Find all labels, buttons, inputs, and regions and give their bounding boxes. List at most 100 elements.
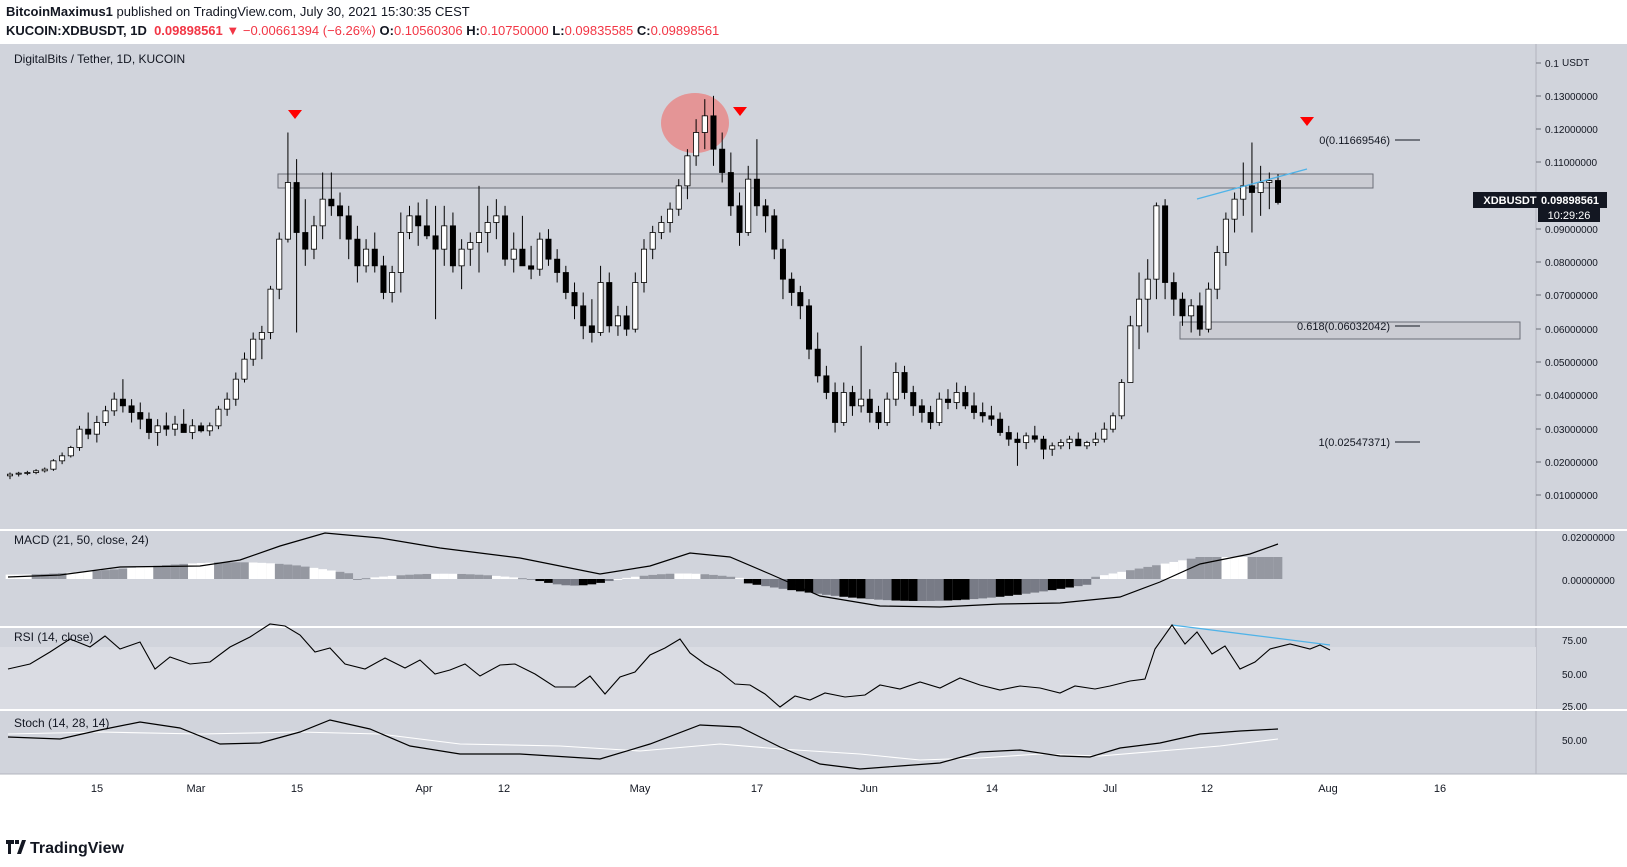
macd-bar [969, 579, 979, 600]
candle-body [997, 418, 1004, 433]
candle-body [944, 398, 951, 403]
time-axis-label: 15 [91, 783, 103, 795]
candle-body [823, 375, 830, 393]
candle-body [693, 132, 700, 157]
candle-body [667, 208, 674, 223]
macd-bar [604, 579, 614, 582]
candle-body [432, 235, 439, 250]
macd-bar [396, 575, 406, 579]
macd-tick-high: 0.02000000 [1562, 533, 1615, 544]
macd-bar [1134, 568, 1144, 579]
time-axis-label: Mar [187, 783, 206, 795]
macd-bar [908, 579, 918, 601]
candle-body [971, 405, 978, 413]
candle-body [363, 248, 370, 267]
rsi-line[interactable] [7, 623, 1331, 708]
candle-body [172, 423, 179, 430]
support-zone[interactable] [1179, 321, 1521, 340]
macd-bar [1039, 579, 1048, 592]
candle-body [76, 428, 83, 448]
macd-bar [170, 564, 180, 579]
arrow-down-icon[interactable] [288, 110, 302, 119]
candle-body [119, 398, 126, 407]
macd-line[interactable] [7, 532, 1279, 608]
stoch-k-line[interactable] [7, 719, 1279, 770]
symbol-price-tag[interactable] [1473, 192, 1607, 208]
rsi-trendline[interactable] [1171, 624, 1331, 646]
macd-bar [222, 562, 232, 579]
resistance-zone[interactable] [277, 173, 1374, 189]
macd-bar [1160, 563, 1170, 579]
candle-body [658, 222, 665, 233]
candle-body [1153, 205, 1160, 280]
candle-body [866, 398, 873, 413]
macd-bar [509, 577, 519, 579]
candle-body [614, 315, 621, 327]
candle-body [858, 398, 865, 407]
macd-bar [109, 569, 119, 579]
macd-bar [1273, 557, 1283, 579]
candle-body [710, 115, 717, 150]
candle-body [1014, 438, 1021, 443]
candle-body [85, 428, 92, 435]
candle-body [1205, 288, 1212, 330]
candle-body [423, 225, 430, 237]
chart-title: DigitalBits / Tether, 1D, KUCOIN [14, 52, 185, 66]
candle-body [1240, 185, 1247, 200]
chart-area[interactable]: 0(0.11669546) 0.618(0.06032042) 1(0.0254… [0, 44, 1627, 834]
candle-body [232, 378, 239, 400]
candle-body [111, 398, 118, 412]
macd-bar [370, 577, 380, 579]
author-name[interactable]: BitcoinMaximus1 [6, 4, 113, 19]
brand-name: TradingView [30, 840, 124, 857]
macd-bar [379, 576, 388, 579]
macd-bar [1169, 561, 1179, 579]
candle-body [840, 392, 847, 423]
candle-body [849, 392, 856, 407]
macd-bar [622, 577, 631, 579]
macd-bar [613, 579, 623, 580]
countdown-label: 10:29:26 [1548, 210, 1591, 222]
macd-bar [1247, 557, 1257, 579]
rsi-band [0, 647, 1536, 709]
stoch-signal-line[interactable] [7, 731, 1279, 761]
macd-histogram [5, 557, 1283, 601]
candle-body [588, 325, 595, 333]
tradingview-logo[interactable]: TradingView [6, 840, 124, 858]
macd-bar [596, 579, 605, 583]
candle-body [797, 292, 804, 307]
last-price-label: 0.09898561 [1541, 195, 1599, 207]
price-tick-label: 0.01000000 [1545, 491, 1598, 502]
candle-body [1083, 442, 1090, 447]
macd-bar [735, 577, 744, 579]
macd-bar [188, 563, 197, 579]
candle-body [198, 425, 205, 432]
candle-body [224, 398, 231, 410]
arrow-down-icon[interactable] [733, 107, 747, 116]
arrow-down-icon[interactable] [1300, 117, 1314, 126]
macd-bar [674, 573, 684, 579]
candle-body [1222, 218, 1229, 253]
candle-body [441, 225, 448, 250]
macd-bar [1238, 557, 1248, 579]
candle-body [1031, 435, 1038, 440]
candle-body [901, 372, 908, 393]
candle-body [41, 468, 48, 472]
candle-body [1170, 282, 1177, 300]
price-tick-label: 0.1 [1545, 59, 1559, 70]
price-trendline[interactable] [1196, 168, 1308, 200]
candle-body [163, 425, 170, 430]
candle-body [1075, 438, 1082, 447]
macd-bar [1152, 565, 1161, 579]
candle-body [597, 282, 604, 333]
macd-bar [630, 576, 640, 579]
macd-bar [1030, 579, 1040, 593]
macd-bar [1126, 570, 1135, 579]
macd-bar [1021, 579, 1031, 594]
chart-svg[interactable]: 0(0.11669546) 0.618(0.06032042) 1(0.0254… [0, 44, 1627, 834]
candle-body [50, 460, 57, 470]
candle-body [979, 412, 986, 417]
macd-bar [795, 579, 805, 592]
candle-body [1196, 305, 1203, 330]
macd-bar [257, 562, 267, 579]
